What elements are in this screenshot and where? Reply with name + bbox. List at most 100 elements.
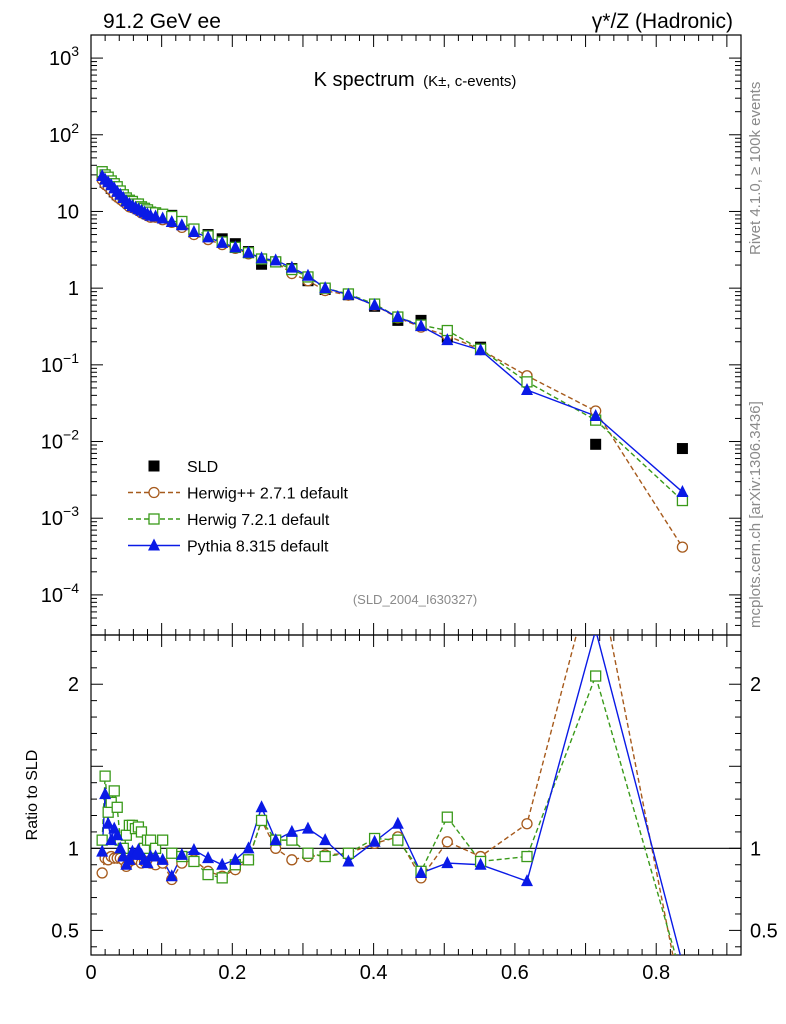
y-tick-label: 10−4 bbox=[41, 580, 79, 607]
pythia-8-315-default-point bbox=[676, 484, 689, 497]
herwig-7-2-1-default-ratio-point bbox=[135, 826, 148, 838]
x-tick-label: 0.6 bbox=[501, 962, 529, 984]
herwig-7-2-1-default-point bbox=[676, 494, 689, 507]
pythia-8-315-default-ratio-point bbox=[520, 874, 533, 887]
pythia-8-315-default-point bbox=[269, 253, 282, 266]
series-layer bbox=[96, 166, 689, 1009]
pythia-8-315-default-point bbox=[589, 409, 602, 422]
pythia-8-315-default-point bbox=[301, 268, 314, 281]
pythia-8-315-default-ratio-point bbox=[141, 856, 154, 869]
y-tick-base: 10 bbox=[41, 585, 63, 607]
pythia-8-315-default-ratio-point bbox=[368, 834, 381, 847]
herwig-7-2-1-default-ratio-point bbox=[108, 785, 120, 797]
legend: SLD Herwig++ 2.7.1 default Herwig 7.2.1 de… bbox=[128, 459, 349, 556]
y-tick-base: 10 bbox=[41, 508, 63, 530]
herwig-7-2-1-default-ratio-point bbox=[96, 834, 108, 846]
y-tick-label: 102 bbox=[49, 120, 79, 147]
rivet-version-label: Rivet 4.1.0, ≥ 100k events bbox=[747, 82, 764, 255]
y-tick-exponent: −4 bbox=[63, 580, 79, 596]
sld-point bbox=[590, 438, 602, 450]
x-tick-label: 0 bbox=[85, 962, 96, 984]
pythia-8-315-default-point bbox=[342, 287, 355, 300]
y-tick-base: 10 bbox=[49, 48, 71, 70]
pythia-8-315-default-point bbox=[216, 235, 229, 248]
herwig-7-2-1-default-ratio-point bbox=[99, 770, 111, 782]
pythia-8-315-default-ratio-point bbox=[415, 865, 428, 878]
pythia-8-315-default-ratio-point bbox=[165, 869, 178, 882]
ratio-y-tick-label-right: 2 bbox=[750, 674, 761, 696]
pythia-8-315-default-ratio-point bbox=[676, 956, 688, 968]
pythia-8-315-default-point bbox=[229, 240, 242, 253]
pythia-8-315-default-ratio-point bbox=[187, 842, 200, 855]
pythia-8-315-default-ratio-point bbox=[96, 844, 109, 857]
pythia-8-315-default-point bbox=[165, 214, 178, 227]
y-tick-label: 10−3 bbox=[41, 503, 79, 530]
y-tick-exponent: 3 bbox=[71, 43, 79, 59]
pythia-8-315-default-ratio-point bbox=[111, 828, 124, 841]
pythia-8-315-default-point bbox=[202, 230, 215, 243]
herwig-7-2-1-default-ratio-point bbox=[441, 811, 453, 823]
herwig-7-2-1-default-ratio-point bbox=[156, 834, 169, 846]
herwig-2-7-1-default-ratio-point bbox=[591, 556, 601, 566]
mcplots-url-label: mcplots.cern.ch [arXiv:1306.3436] bbox=[747, 401, 764, 628]
legend-marker-herwig-7-2-1-default bbox=[148, 513, 160, 525]
pythia-8-315-default-ratio-point bbox=[123, 852, 136, 865]
y-tick-base: 1 bbox=[68, 278, 79, 300]
y-tick-label: 103 bbox=[49, 43, 79, 70]
herwig-7-2-1-default-ratio-point bbox=[111, 801, 123, 813]
pythia-8-315-default-ratio-point bbox=[255, 800, 268, 813]
herwig-2-7-1-default-ratio-point bbox=[286, 854, 298, 866]
pythia-8-315-default-ratio-point bbox=[229, 852, 242, 865]
herwig-2-7-1-default-point bbox=[676, 541, 689, 553]
ratio-y-tick-label: 2 bbox=[68, 674, 79, 696]
herwig-7-2-1-default-ratio-point bbox=[166, 847, 178, 859]
herwig-2-7-1-default-ratio-point bbox=[441, 836, 453, 848]
herwig-2-7-1-default-ratio-line bbox=[101, 635, 674, 955]
chart-title-main: K spectrum bbox=[314, 69, 415, 91]
pythia-8-315-default-ratio-point bbox=[269, 833, 282, 846]
legend-label-pythia-8-315-default: Pythia 8.315 default bbox=[187, 539, 329, 556]
pythia-8-315-default-ratio-point bbox=[242, 841, 255, 854]
legend-label-herwig-7-2-1-default: Herwig 7.2.1 default bbox=[187, 512, 330, 529]
pythia-8-315-default-ratio-point bbox=[149, 849, 162, 862]
herwig-7-2-1-default-ratio-point bbox=[202, 868, 214, 881]
legend-marker-pythia-8-315-default bbox=[148, 538, 160, 551]
herwig-2-7-1-default-ratio-point bbox=[96, 867, 108, 879]
pythia-8-315-default-ratio-point bbox=[102, 816, 115, 829]
pythia-8-315-default-ratio-point bbox=[99, 787, 112, 800]
y-tick-exponent: −2 bbox=[63, 427, 79, 443]
ratio-y-axis-label: Ratio to SLD bbox=[24, 750, 41, 841]
pythia-8-315-default-ratio-point bbox=[156, 852, 169, 865]
legend-marker-herwig-2-7-1-default bbox=[148, 486, 160, 499]
herwig-7-2-1-default-main-line bbox=[101, 171, 683, 502]
y-tick-exponent: −3 bbox=[63, 503, 79, 519]
chart-title-sub: (K±, c-events) bbox=[423, 73, 516, 90]
header-right: γ*/Z (Hadronic) bbox=[592, 10, 733, 33]
herwig-7-2-1-default-ratio-point bbox=[677, 975, 687, 985]
herwig-7-2-1-default-ratio-point bbox=[319, 850, 331, 863]
pythia-8-315-default-point bbox=[368, 298, 381, 311]
herwig-2-7-1-default-ratio-point bbox=[677, 999, 687, 1009]
pythia-8-315-default-point bbox=[149, 209, 162, 222]
pythia-8-315-default-point bbox=[391, 310, 404, 323]
herwig-7-2-1-default-ratio-point bbox=[188, 855, 200, 868]
ratio-y-tick-label-right: 0.5 bbox=[750, 920, 778, 942]
pythia-8-315-default-ratio-point bbox=[175, 847, 188, 860]
pythia-8-315-default-ratio-point bbox=[301, 821, 314, 834]
pythia-8-315-default-ratio-point bbox=[216, 857, 229, 870]
pythia-8-315-default-ratio-point bbox=[319, 833, 332, 846]
legend-label-herwig-2-7-1-default: Herwig++ 2.7.1 default bbox=[187, 486, 349, 503]
pythia-8-315-default-point bbox=[285, 260, 298, 273]
y-tick-label: 10 bbox=[57, 201, 79, 223]
main-panel-series bbox=[96, 166, 689, 553]
pythia-8-315-default-point bbox=[520, 382, 533, 395]
herwig-7-2-1-default-ratio-point bbox=[216, 872, 228, 884]
legend-label-sld: SLD bbox=[187, 459, 218, 476]
pythia-8-315-default-point bbox=[187, 224, 200, 237]
header-left: 91.2 GeV ee bbox=[103, 10, 221, 33]
pythia-8-315-default-ratio-point bbox=[474, 857, 487, 870]
pythia-8-315-default-ratio-point bbox=[441, 856, 454, 869]
analysis-id: (SLD_2004_I630327) bbox=[353, 592, 477, 607]
